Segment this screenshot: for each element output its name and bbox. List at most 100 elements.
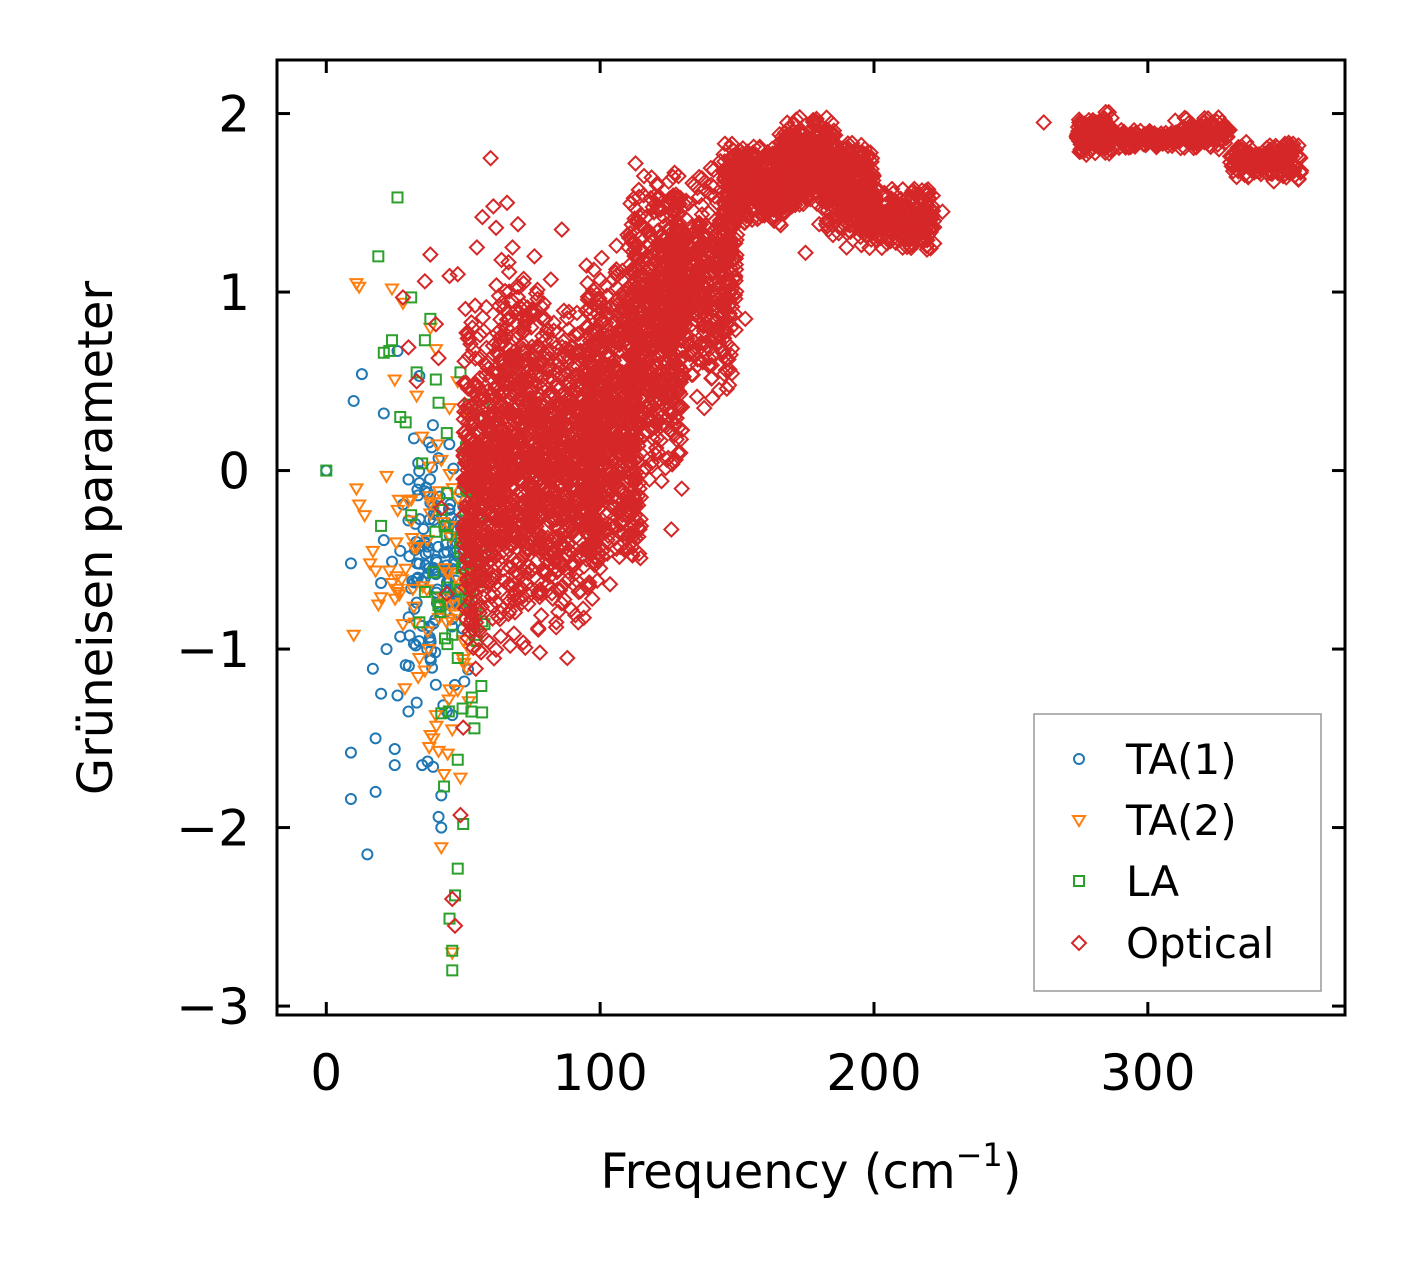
point-ta-2 <box>421 644 437 657</box>
point-optical <box>622 415 640 433</box>
point-la <box>451 862 464 875</box>
point-optical <box>775 193 792 211</box>
point-optical <box>582 488 600 506</box>
point-optical <box>593 324 611 342</box>
point-optical <box>650 188 668 206</box>
point-optical <box>643 255 661 273</box>
point-optical <box>646 401 663 419</box>
point-optical <box>740 162 758 180</box>
point-optical <box>670 286 688 304</box>
point-optical <box>695 399 713 417</box>
point-optical <box>818 192 836 210</box>
point-la <box>441 638 454 651</box>
point-optical <box>685 279 703 296</box>
point-optical <box>594 365 612 383</box>
point-optical <box>607 264 625 281</box>
point-optical <box>591 430 609 448</box>
point-ta-2 <box>448 609 464 623</box>
point-optical <box>624 372 642 390</box>
point-optical <box>728 246 745 264</box>
point-ta-1 <box>426 419 439 432</box>
point-optical <box>741 176 759 194</box>
point-ta-2 <box>444 947 461 961</box>
point-optical <box>711 326 729 344</box>
point-la <box>438 780 451 793</box>
point-optical <box>635 252 653 270</box>
point-optical <box>569 466 587 483</box>
point-ta-2 <box>389 504 406 518</box>
point-optical <box>471 459 489 477</box>
point-ta-2 <box>442 613 459 627</box>
point-optical <box>688 388 706 406</box>
point-optical <box>641 471 658 488</box>
point-optical <box>663 455 681 473</box>
point-optical <box>622 195 639 213</box>
point-optical <box>489 482 507 499</box>
point-optical <box>505 575 523 593</box>
point-optical <box>495 300 513 318</box>
point-la <box>442 705 455 718</box>
point-ta-2 <box>378 470 395 484</box>
point-optical <box>584 439 602 457</box>
point-optical <box>498 311 516 329</box>
point-optical <box>487 219 505 237</box>
point-optical <box>716 289 734 306</box>
point-optical <box>495 560 513 578</box>
point-ta-2 <box>419 626 436 640</box>
point-ta-2 <box>422 497 439 511</box>
point-optical <box>467 480 485 497</box>
point-optical <box>691 302 708 320</box>
point-la <box>418 334 431 347</box>
point-optical <box>620 373 638 390</box>
point-ta-1 <box>410 696 423 709</box>
point-ta-2 <box>441 684 458 698</box>
point-optical <box>632 346 650 364</box>
point-optical <box>566 577 584 595</box>
point-optical <box>478 574 496 592</box>
point-optical <box>533 298 551 316</box>
point-ta-2 <box>388 571 405 585</box>
point-optical <box>787 186 805 204</box>
point-optical <box>695 226 713 244</box>
point-optical <box>713 294 731 312</box>
point-ta-2 <box>417 665 433 679</box>
point-optical <box>495 385 512 403</box>
point-optical <box>501 310 518 328</box>
point-optical <box>673 480 691 498</box>
point-optical <box>740 172 758 190</box>
point-optical <box>781 164 799 182</box>
point-optical <box>808 110 825 128</box>
point-optical <box>695 288 712 306</box>
point-optical <box>522 391 540 408</box>
point-ta-2 <box>397 683 413 697</box>
point-ta-2 <box>348 483 365 497</box>
point-optical <box>553 395 571 413</box>
point-optical <box>525 404 542 422</box>
point-ta-1 <box>388 759 401 772</box>
point-optical <box>799 148 817 166</box>
point-ta-1 <box>408 602 421 615</box>
point-optical <box>721 231 739 249</box>
point-optical <box>568 377 586 395</box>
point-optical <box>547 613 565 631</box>
point-optical <box>543 383 561 401</box>
point-ta-1 <box>375 577 388 590</box>
point-optical <box>501 577 519 595</box>
point-optical <box>644 283 661 301</box>
point-optical <box>503 464 521 482</box>
point-ta-2 <box>441 403 458 417</box>
point-la <box>475 680 488 693</box>
point-optical <box>623 453 641 471</box>
point-la <box>386 334 399 347</box>
point-optical <box>495 536 513 554</box>
point-la <box>476 706 489 719</box>
point-ta-2 <box>449 685 466 699</box>
point-optical <box>597 520 615 538</box>
point-ta-1 <box>366 662 379 675</box>
point-ta-2 <box>351 499 367 513</box>
point-ta-2 <box>431 612 447 626</box>
point-optical <box>596 454 614 472</box>
point-optical <box>772 149 789 167</box>
point-optical <box>610 548 628 566</box>
point-optical <box>489 399 507 417</box>
